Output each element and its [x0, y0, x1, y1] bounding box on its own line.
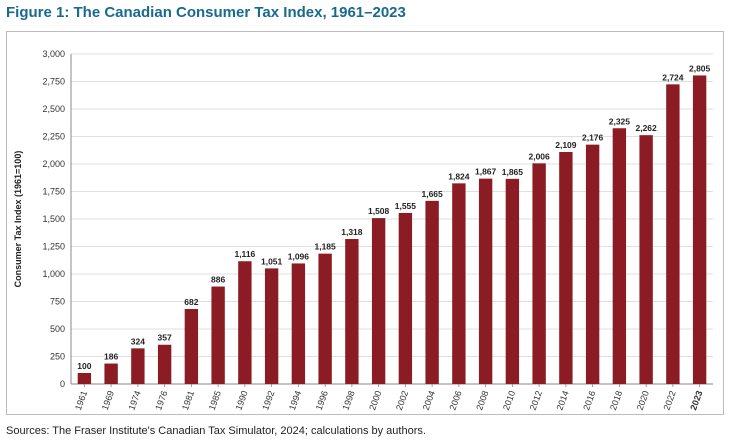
data-label-1974: 324 — [131, 336, 145, 346]
data-label-1990: 1,116 — [234, 249, 255, 259]
x-tick-label-2022: 2022 — [662, 389, 678, 411]
data-label-2004: 1,665 — [421, 189, 443, 199]
y-tick-label: 2,000 — [42, 159, 65, 169]
bar-1981 — [184, 308, 199, 384]
bar-1974 — [131, 348, 145, 384]
bar-1961 — [77, 373, 92, 384]
bar-2014 — [559, 152, 573, 384]
data-label-2002: 1,555 — [395, 201, 417, 211]
y-tick-label: 1,750 — [42, 187, 65, 197]
x-tick-label-1994: 1994 — [287, 389, 303, 411]
bar-1994 — [291, 263, 306, 384]
data-label-1994: 1,096 — [288, 251, 310, 261]
data-label-1998: 1,318 — [341, 227, 363, 237]
bar-1976 — [157, 344, 172, 384]
y-tick-label: 0 — [60, 379, 65, 389]
data-label-1969: 186 — [104, 352, 118, 362]
x-tick-label-2000: 2000 — [367, 389, 383, 411]
x-tick-label-2004: 2004 — [421, 389, 437, 411]
x-tick-label-1992: 1992 — [260, 389, 276, 411]
bar-1985 — [211, 286, 225, 384]
y-tick-label: 2,500 — [42, 104, 65, 114]
y-tick-label: 500 — [50, 324, 65, 334]
x-tick-label-1998: 1998 — [341, 389, 357, 411]
y-tick-label: 750 — [50, 297, 65, 307]
bar-2006 — [452, 183, 466, 384]
data-label-2000: 1,508 — [368, 206, 390, 216]
bar-chart: 0 250 500 750 1,000 1,250 1,500 1,750 2,000 2,250… — [13, 49, 713, 412]
data-label-2010: 1,865 — [502, 167, 524, 177]
bar-1990 — [238, 261, 252, 384]
x-tick-label-2023: 2023 — [688, 389, 704, 411]
data-label-2023: 2,805 — [689, 63, 711, 73]
y-tick-label: 1,500 — [42, 214, 65, 224]
data-label-2012: 2,006 — [528, 151, 550, 161]
x-tick-label-2016: 2016 — [581, 389, 597, 411]
data-label-1961: 100 — [77, 361, 91, 371]
bar-2004 — [425, 200, 439, 384]
y-tick-label: 1,250 — [42, 242, 65, 252]
data-label-2006: 1,824 — [448, 171, 470, 181]
bar-1969 — [104, 363, 118, 384]
bar-1996 — [318, 253, 332, 384]
data-label-1976: 357 — [158, 333, 172, 343]
x-tick-label-2008: 2008 — [474, 389, 490, 411]
bar-2018 — [612, 128, 627, 384]
x-tick-label-2006: 2006 — [448, 389, 464, 411]
bar-2022 — [666, 84, 680, 385]
bar-2000 — [371, 218, 386, 384]
bar-1998 — [345, 239, 359, 384]
y-tick-label: 2,750 — [42, 77, 65, 87]
x-tick-label-2020: 2020 — [635, 389, 651, 411]
bar-2023 — [692, 75, 707, 384]
bar-2016 — [585, 144, 600, 384]
data-label-2014: 2,109 — [555, 140, 577, 150]
bar-2020 — [639, 135, 653, 384]
data-label-1981: 682 — [184, 297, 198, 307]
y-tick-label: 2,250 — [42, 132, 65, 142]
data-label-2022: 2,724 — [662, 72, 684, 82]
y-tick-label: 250 — [50, 352, 65, 362]
y-tick-label: 1,000 — [42, 269, 65, 279]
x-tick-label-2012: 2012 — [528, 389, 544, 411]
x-tick-label-1974: 1974 — [127, 389, 143, 411]
bar-2008 — [478, 178, 493, 384]
x-tick-label-1990: 1990 — [234, 389, 250, 411]
data-label-2008: 1,867 — [475, 167, 497, 177]
x-tick-label-2018: 2018 — [608, 389, 624, 411]
data-label-2016: 2,176 — [582, 133, 604, 143]
x-tick-label-1985: 1985 — [207, 389, 223, 411]
bar-2010 — [505, 178, 520, 384]
x-tick-label-2014: 2014 — [555, 389, 571, 411]
data-label-1992: 1,051 — [261, 256, 283, 266]
source-note: Sources: The Fraser Institute's Canadian… — [6, 425, 426, 437]
x-tick-label-1976: 1976 — [153, 389, 169, 411]
x-tick-label-1961: 1961 — [73, 389, 89, 411]
chart-title: Figure 1: The Canadian Consumer Tax Inde… — [6, 4, 406, 21]
x-tick-label-1996: 1996 — [314, 389, 330, 411]
bar-2002 — [398, 212, 413, 384]
bar-2012 — [532, 163, 546, 384]
data-label-1996: 1,185 — [314, 242, 336, 252]
x-tick-label-1969: 1969 — [100, 389, 116, 411]
x-tick-label-2010: 2010 — [501, 389, 517, 411]
x-tick-label-2002: 2002 — [394, 389, 410, 411]
data-label-2018: 2,325 — [609, 116, 631, 126]
data-label-2020: 2,262 — [635, 123, 657, 133]
chart-frame: 0 250 500 750 1,000 1,250 1,500 1,750 2,000 2,250… — [6, 31, 724, 415]
bar-1992 — [264, 268, 279, 384]
y-tick-label: 3,000 — [42, 49, 65, 59]
data-label-1985: 886 — [211, 275, 225, 285]
y-axis-label: Consumer Tax Index (1961=100) — [13, 151, 23, 288]
x-tick-label-1981: 1981 — [180, 389, 196, 411]
